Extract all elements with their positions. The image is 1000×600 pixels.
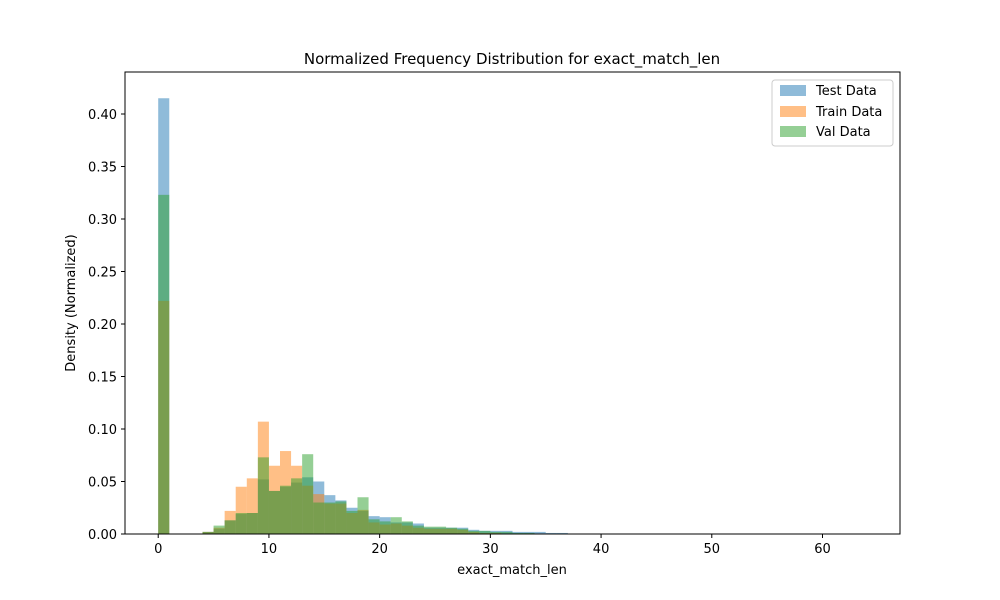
- histogram-bar-val-data: [313, 502, 325, 534]
- chart-title: Normalized Frequency Distribution for ex…: [304, 50, 720, 69]
- histogram-bar-val-data: [501, 531, 513, 534]
- histogram-bar-val-data: [158, 194, 170, 534]
- legend-swatch-val-data: [780, 126, 806, 137]
- histogram-bar-val-data: [512, 532, 524, 534]
- histogram-bar-val-data: [401, 521, 413, 534]
- y-axis-label: Density (Normalized): [64, 234, 79, 371]
- histogram-bar-test-data: [556, 532, 568, 534]
- histogram-bar-train-data: [246, 478, 258, 534]
- y-tick-label: 0.05: [88, 476, 117, 491]
- x-tick-label: 60: [814, 542, 831, 557]
- legend-label-train-data: Train Data: [815, 105, 882, 120]
- histogram-bar-val-data: [412, 525, 424, 534]
- histogram-bar-val-data: [235, 513, 247, 534]
- histogram-bar-val-data: [446, 527, 458, 534]
- y-tick-label: 0.20: [88, 318, 117, 333]
- legend-swatch-test-data: [780, 85, 806, 96]
- x-axis: 0 10 20 30 40 50 60: [154, 534, 831, 557]
- y-tick-label: 0.35: [88, 161, 117, 176]
- histogram-bar-val-data: [224, 520, 236, 534]
- histogram-bar-val-data: [390, 517, 402, 534]
- x-tick-label: 40: [593, 542, 610, 557]
- histogram-bar-train-data: [235, 486, 247, 534]
- histogram-bar-val-data: [479, 530, 491, 534]
- histogram-bar-val-data: [490, 531, 502, 534]
- histogram-bar-val-data: [246, 513, 258, 534]
- histogram-bar-val-data: [324, 502, 336, 534]
- y-tick-label: 0.30: [88, 213, 117, 228]
- histogram-bar-val-data: [357, 497, 369, 534]
- x-tick-label: 10: [261, 542, 278, 557]
- histogram-bar-val-data: [213, 525, 225, 534]
- plot-frame: [124, 71, 901, 535]
- y-axis: 0.00 0.05 0.10 0.15 0.20 0.25 0.30 0.35 0.40: [88, 108, 125, 543]
- histogram-bar-test-data: [534, 531, 546, 534]
- histogram-bar-val-data: [423, 526, 435, 534]
- x-axis-label: exact_match_len: [457, 563, 567, 578]
- legend-label-val-data: Val Data: [816, 125, 871, 140]
- y-tick-label: 0.40: [88, 108, 117, 123]
- histogram-bar-val-data: [291, 478, 303, 534]
- histogram-bar-val-data: [457, 528, 469, 534]
- x-tick-label: 0: [154, 542, 162, 557]
- legend-swatch-train-data: [780, 106, 806, 117]
- x-tick-label: 20: [371, 542, 388, 557]
- histogram-bar-val-data: [468, 530, 480, 534]
- histogram-bar-val-data: [346, 510, 358, 534]
- histogram-bar-val-data: [202, 531, 214, 534]
- y-tick-label: 0.10: [88, 423, 117, 438]
- histogram-bar-val-data: [257, 457, 269, 534]
- histogram-bar-val-data: [268, 490, 280, 534]
- x-tick-label: 30: [482, 542, 499, 557]
- y-tick-label: 0.00: [88, 528, 117, 543]
- histogram-bar-val-data: [280, 485, 292, 534]
- y-tick-label: 0.25: [88, 266, 117, 281]
- histogram-bar-val-data: [379, 521, 391, 534]
- legend-label-test-data: Test Data: [815, 84, 877, 99]
- histogram-bar-val-data: [523, 532, 535, 534]
- y-tick-label: 0.15: [88, 371, 117, 386]
- histogram-bar-val-data: [435, 526, 447, 534]
- histogram-bars: [158, 98, 568, 534]
- x-tick-label: 50: [704, 542, 721, 557]
- histogram-bar-val-data: [335, 501, 347, 534]
- legend: Test Data Train Data Val Data: [771, 79, 894, 147]
- histogram-bar-val-data: [302, 454, 314, 534]
- histogram-bar-val-data: [368, 519, 380, 534]
- histogram-bar-test-data: [545, 532, 557, 534]
